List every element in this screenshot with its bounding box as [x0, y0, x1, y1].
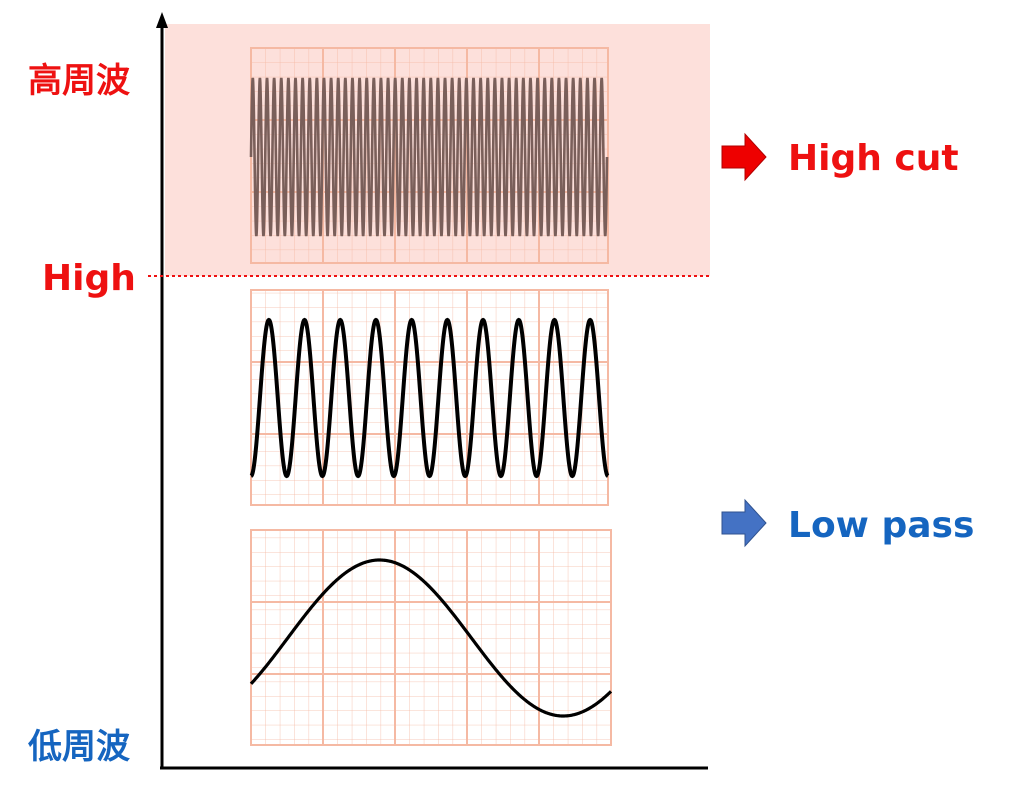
- low-pass-label: Low pass: [788, 505, 974, 546]
- low-frequency-label: 低周波: [28, 727, 130, 767]
- mid-frequency-wave: [249, 317, 610, 479]
- high-frequency-wave: [249, 77, 609, 237]
- cutoff-label: High: [42, 258, 136, 299]
- high-cut-label: High cut: [788, 138, 959, 179]
- low-frequency-wave: [249, 558, 613, 718]
- y-axis-arrowhead: [156, 12, 168, 28]
- grid-panel-mid: [250, 289, 609, 506]
- low-pass-arrow-icon: [721, 498, 767, 548]
- high-cut-arrow-icon: [721, 132, 767, 182]
- grid-panel-low: [250, 529, 612, 746]
- high-frequency-label: 高周波: [28, 61, 130, 101]
